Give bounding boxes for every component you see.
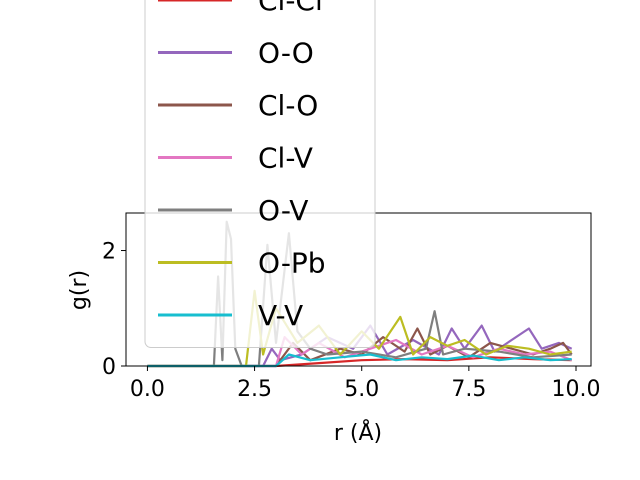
legend-box <box>144 0 376 348</box>
x-axis-title: r (Å) <box>334 419 382 446</box>
y-tick-label: 0 <box>102 355 116 380</box>
legend-label-1: O-O <box>258 37 314 70</box>
y-tick-label: 2 <box>102 240 116 265</box>
legend-label-5: O-Pb <box>258 247 326 280</box>
series-line-6 <box>147 353 572 368</box>
legend-label-6: V-V <box>258 299 303 332</box>
x-tick-label: 0.0 <box>130 377 165 402</box>
axes: 0.0 2.5 5.0 7.5 10.0 0 2 <box>102 212 601 402</box>
x-tick-label: 7.5 <box>451 377 486 402</box>
x-tick-label: 2.5 <box>237 377 272 402</box>
legend-label-2: Cl-O <box>258 89 318 122</box>
legend-label-3: Cl-V <box>258 142 313 175</box>
x-tick-label: 10.0 <box>552 377 601 402</box>
legend-label-0: Cl-Cl <box>258 0 323 17</box>
y-axis-title: g(r) <box>67 270 92 310</box>
legend: Cl-Cl O-O Cl-O Cl-V O-V O-Pb V-V <box>144 0 376 348</box>
legend-label-4: O-V <box>258 194 308 227</box>
x-tick-label: 5.0 <box>344 377 379 402</box>
